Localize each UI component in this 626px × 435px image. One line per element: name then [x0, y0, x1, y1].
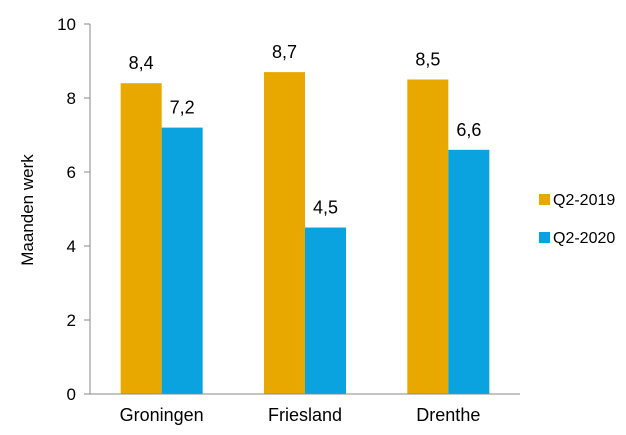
y-axis-label: Maanden werk	[18, 154, 37, 266]
bar-q2-2019-groningen	[120, 83, 162, 394]
legend: Q2-2019 Q2-2020	[539, 192, 615, 247]
y-tick-label: 4	[67, 237, 76, 256]
y-tick-label: 10	[57, 15, 76, 34]
x-category-label: Groningen	[120, 405, 204, 425]
data-labels-group: 8,4 7,2 8,7 4,5 8,5 6,6	[129, 42, 482, 217]
data-label: 8,4	[129, 53, 154, 73]
bar-q2-2020-groningen	[161, 127, 203, 394]
y-tick-label: 8	[67, 89, 76, 108]
y-tick-label: 6	[67, 163, 76, 182]
bars-group	[120, 72, 490, 394]
data-label: 7,2	[170, 98, 195, 118]
data-label: 6,6	[456, 120, 481, 140]
data-label: 8,5	[415, 50, 440, 70]
legend-label: Q2-2019	[553, 192, 615, 209]
legend-swatch	[539, 232, 550, 243]
legend-label: Q2-2020	[553, 230, 615, 247]
data-label: 8,7	[272, 42, 297, 62]
data-label: 4,5	[313, 198, 338, 218]
y-axis-ticks: 0 2 4 6 8 10	[57, 15, 90, 404]
x-category-label: Drenthe	[416, 405, 480, 425]
y-tick-label: 2	[67, 311, 76, 330]
bar-q2-2019-drenthe	[407, 79, 449, 394]
bar-q2-2019-friesland	[264, 72, 305, 394]
bar-q2-2020-drenthe	[448, 149, 490, 394]
y-tick-label: 0	[67, 385, 76, 404]
bar-q2-2020-friesland	[305, 227, 346, 394]
legend-swatch	[539, 194, 550, 205]
x-category-label: Friesland	[268, 405, 342, 425]
x-axis-categories: Groningen Friesland Drenthe	[120, 405, 481, 425]
